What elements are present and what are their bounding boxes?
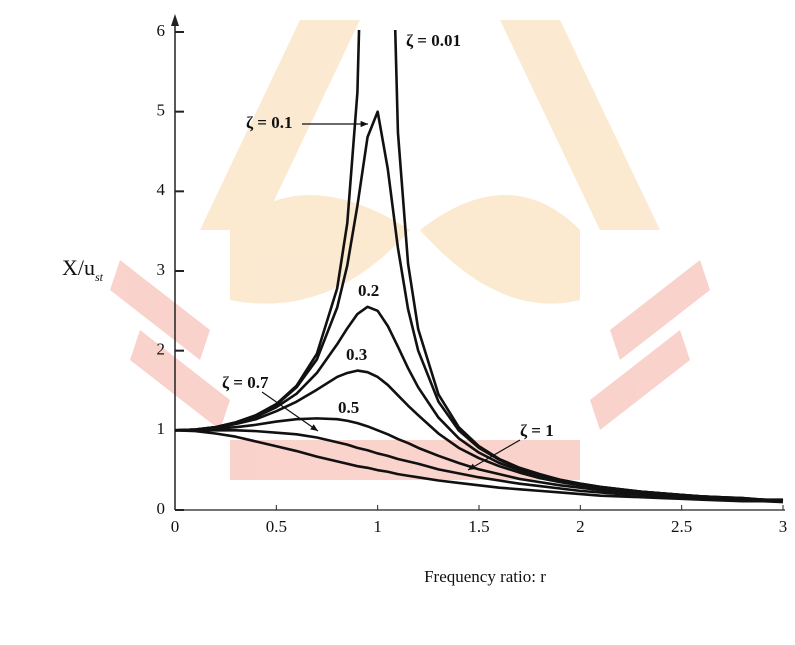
annotation-pointer bbox=[261, 391, 319, 432]
y-axis-title-subscript: st bbox=[95, 270, 104, 284]
annotation-arrowhead bbox=[468, 463, 476, 470]
y-axis-title-main: X/u bbox=[62, 255, 95, 280]
x-tick-label: 0.5 bbox=[266, 517, 287, 536]
response-curve bbox=[174, 429, 784, 504]
y-tick-label: 5 bbox=[157, 101, 166, 120]
annotation-pointer bbox=[467, 439, 521, 471]
curve-annotation: ζ = 0.01 bbox=[406, 31, 461, 50]
annotation-arrowhead bbox=[360, 120, 368, 128]
x-axis-title: Frequency ratio: r bbox=[424, 567, 546, 586]
x-tick-label: 0 bbox=[171, 517, 180, 536]
curve-annotation: 0.5 bbox=[338, 398, 359, 417]
response-curve bbox=[175, 417, 784, 502]
y-tick-label: 6 bbox=[157, 21, 166, 40]
x-tick-label: 3 bbox=[779, 517, 788, 536]
watermark bbox=[110, 20, 710, 480]
curve-annotation: ζ = 0.7 bbox=[222, 373, 269, 392]
y-tick-label: 4 bbox=[157, 180, 166, 199]
curve-annotation: 0.2 bbox=[358, 281, 379, 300]
response-curve bbox=[175, 429, 784, 503]
curve-annotation: 0.3 bbox=[346, 345, 367, 364]
y-tick-label: 2 bbox=[157, 340, 166, 359]
x-tick-label: 1 bbox=[373, 517, 382, 536]
curve-annotation: ζ = 0.1 bbox=[246, 113, 292, 132]
plot-area bbox=[174, 30, 784, 504]
y-axis-arrow bbox=[171, 14, 179, 26]
curve-annotation: ζ = 1 bbox=[520, 421, 554, 440]
y-tick-label: 1 bbox=[157, 419, 166, 438]
x-tick-label: 2.5 bbox=[671, 517, 692, 536]
x-tick-label: 2 bbox=[576, 517, 585, 536]
y-tick-label: 3 bbox=[157, 260, 166, 279]
x-tick-label: 1.5 bbox=[468, 517, 489, 536]
y-tick-label: 0 bbox=[157, 499, 166, 518]
y-axis-title: X/ust bbox=[62, 255, 104, 284]
annotation-arrowhead bbox=[310, 424, 318, 431]
